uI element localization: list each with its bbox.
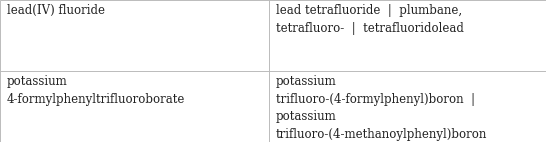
Text: potassium
4-formylphenyltrifluoroborate: potassium 4-formylphenyltrifluoroborate: [7, 75, 185, 106]
Text: lead(IV) fluoride: lead(IV) fluoride: [7, 4, 104, 17]
Text: potassium
trifluoro-(4-formylphenyl)boron  |
potassium
trifluoro-(4-methanoylphe: potassium trifluoro-(4-formylphenyl)boro…: [276, 75, 487, 141]
Text: lead tetrafluoride  |  plumbane,
tetrafluoro-  |  tetrafluoridolead: lead tetrafluoride | plumbane, tetrafluo…: [276, 4, 464, 35]
